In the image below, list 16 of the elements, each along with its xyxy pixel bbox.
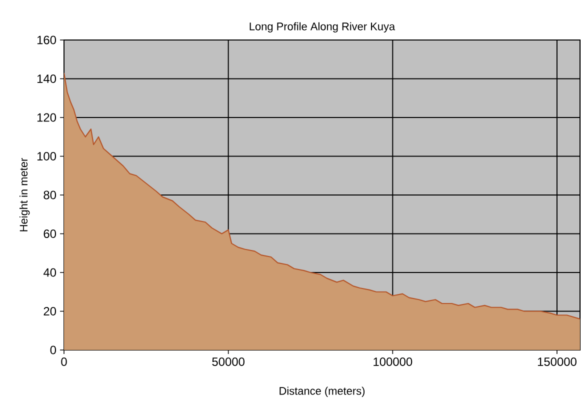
y-tick-label: 140: [37, 74, 56, 83]
chart-title: Long Profile Along River Kuya: [250, 22, 396, 32]
x-tick-label: 0: [61, 358, 67, 366]
y-tick-label: 120: [37, 113, 56, 122]
x-tick-label: 100000: [374, 358, 412, 366]
y-axis-title: Height in meter: [19, 158, 30, 232]
y-tick-label: 20: [44, 307, 56, 316]
y-tick-label: 0: [50, 346, 56, 354]
y-tick-label: 160: [37, 36, 56, 44]
y-tick-label: 60: [44, 230, 56, 238]
y-tick-label: 80: [44, 190, 56, 200]
x-tick-label: 50000: [212, 358, 244, 366]
x-axis-title: Distance (meters): [280, 386, 365, 397]
x-tick-label: 150000: [538, 358, 576, 366]
y-tick-label: 100: [37, 152, 56, 160]
y-tick-label: 40: [43, 268, 56, 277]
